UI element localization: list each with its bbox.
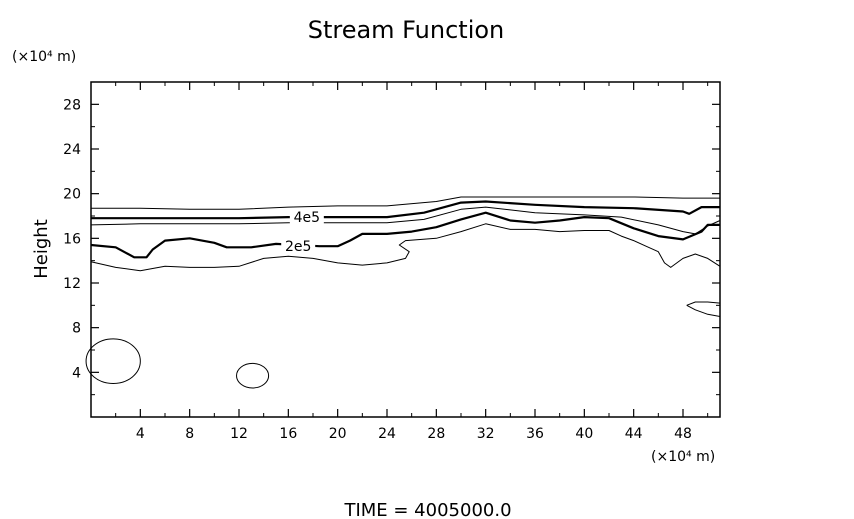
x-axis-ticks: 4 8 12 16 20 24 28 32 36 40 44 48 <box>115 82 709 442</box>
contour-upper-thin-bottom <box>90 206 721 235</box>
y-tick-label: 24 <box>63 142 81 158</box>
contour-labels: 4e5 2e5 <box>281 208 324 255</box>
y-tick-label: 12 <box>63 276 81 292</box>
time-label: TIME = 4005000.0 <box>343 500 511 519</box>
contour-lines <box>85 196 721 389</box>
y-axis-label: Height <box>31 219 52 279</box>
contour-label: 2e5 <box>285 239 311 255</box>
x-tick-label: 40 <box>575 426 593 442</box>
contour-label-bg <box>281 237 316 254</box>
contour-center-ellipse <box>236 362 270 389</box>
contour-thick-2e5 <box>90 211 720 259</box>
contour-left-ellipse <box>85 338 141 384</box>
x-unit-label: (×10⁴ m) <box>651 449 715 465</box>
y-tick-label: 20 <box>63 187 81 203</box>
x-tick-label: 28 <box>427 426 445 442</box>
x-tick-label: 36 <box>526 426 544 442</box>
y-tick-label: 16 <box>63 231 81 247</box>
x-tick-label: 44 <box>625 426 643 442</box>
x-tick-label: 4 <box>136 426 145 442</box>
chart-title: Stream Function <box>308 16 505 44</box>
x-tick-label: 32 <box>477 426 495 442</box>
y-unit-label: (×10⁴ m) <box>12 49 76 65</box>
y-tick-label: 28 <box>63 97 81 113</box>
y-tick-label: 8 <box>72 321 81 337</box>
x-tick-label: 48 <box>674 426 692 442</box>
contour-label: 4e5 <box>294 210 320 226</box>
y-axis-ticks: 4 8 12 16 20 24 28 <box>63 97 720 396</box>
x-tick-label: 8 <box>185 426 194 442</box>
x-tick-label: 16 <box>279 426 297 442</box>
contour-upper-thin-top <box>91 196 720 210</box>
x-tick-label: 12 <box>230 426 248 442</box>
contour-thick-4e5 <box>91 200 720 220</box>
contour-right-small-loop <box>686 301 721 317</box>
x-tick-label: 24 <box>378 426 396 442</box>
y-tick-label: 4 <box>72 365 81 381</box>
contour-label-bg <box>289 208 324 225</box>
plot-frame <box>90 81 721 418</box>
contour-thin-lower <box>90 223 721 272</box>
x-tick-label: 20 <box>329 426 347 442</box>
